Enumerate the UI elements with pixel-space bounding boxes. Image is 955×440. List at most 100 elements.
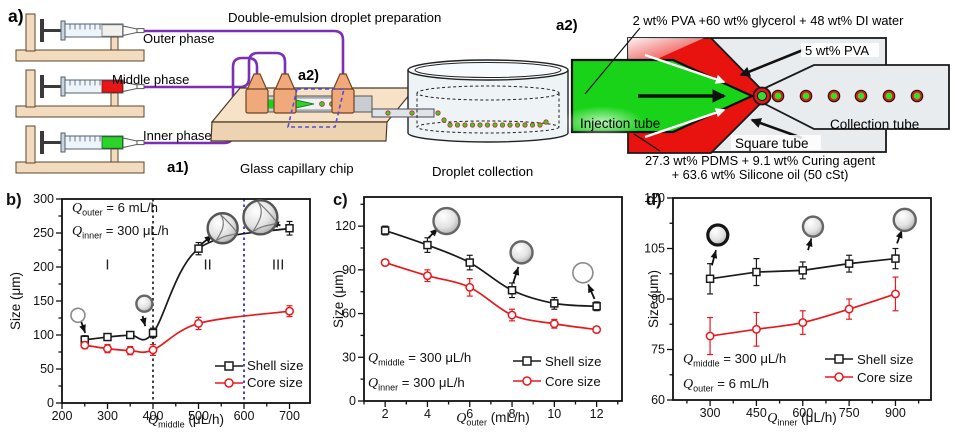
svg-text:4: 4 xyxy=(424,407,431,421)
svg-text:II: II xyxy=(203,257,211,274)
svg-text:200: 200 xyxy=(52,409,73,423)
svg-text:75: 75 xyxy=(651,343,665,357)
panel-b-label: b) xyxy=(6,191,22,209)
svg-text:105: 105 xyxy=(645,242,665,256)
outer-phase-label: Outer phase xyxy=(143,31,215,46)
svg-text:750: 750 xyxy=(839,406,860,420)
conditions-d: Qmiddle = 300 μL/h Qouter = 6 mL/h xyxy=(683,349,786,398)
diagram-title: Double-emulsion droplet preparation xyxy=(228,10,441,25)
svg-text:120: 120 xyxy=(335,219,356,233)
syringe-pump-outer xyxy=(15,13,145,62)
svg-text:150: 150 xyxy=(33,294,54,308)
svg-text:30: 30 xyxy=(342,350,356,364)
syringe-liquid-inner xyxy=(101,136,123,149)
panel-c-label: c) xyxy=(333,191,348,209)
collection-dish xyxy=(371,59,569,143)
inner-phase-label: Inner phase xyxy=(143,128,212,143)
svg-text:120: 120 xyxy=(645,191,665,205)
core-size-marker xyxy=(512,375,542,387)
condition-line: Qmiddle = 300 μL/h xyxy=(368,350,472,368)
a1-label: a1) xyxy=(167,159,189,176)
middle-flow-arrow-top xyxy=(644,53,726,84)
svg-text:600: 600 xyxy=(234,409,255,423)
syringe-liquid-outer xyxy=(101,24,123,37)
middle-flow-arrow-bottom xyxy=(644,108,726,139)
condition-line: Qmiddle = 300 μL/h xyxy=(683,351,787,369)
svg-text:100: 100 xyxy=(33,328,54,342)
core-size-marker xyxy=(214,377,244,389)
square-tube-label: Square tube xyxy=(735,136,809,151)
forming-droplet xyxy=(757,91,767,101)
legend-b: Shell size Core size xyxy=(214,357,303,391)
plot-canvas-d: 300 450 600 750 900 60 75 90 105 120 xyxy=(645,191,932,420)
svg-text:700: 700 xyxy=(279,409,300,423)
outer-flow-arrow-top xyxy=(739,48,804,77)
condition-line: Qinner = 300 μL/h xyxy=(368,374,465,393)
legend-c: Shell size Core size xyxy=(512,351,601,391)
svg-text:600: 600 xyxy=(792,406,813,420)
svg-text:60: 60 xyxy=(651,393,665,407)
svg-text:8: 8 xyxy=(509,407,516,421)
svg-text:200: 200 xyxy=(33,260,54,274)
double-emulsion-droplets xyxy=(771,89,924,103)
panel-a-label: a) xyxy=(8,6,24,26)
panel-a2-label: a2) xyxy=(556,17,578,34)
legend-item-core: Core size xyxy=(824,368,913,386)
x-axis-label-c: Qouter (mL/h) xyxy=(456,410,530,428)
svg-text:450: 450 xyxy=(746,406,767,420)
chip-caption: Glass capillary chip xyxy=(240,161,354,176)
svg-text:6: 6 xyxy=(466,407,473,421)
conditions-c: Qmiddle = 300 μL/h Qinner = 300 μL/h xyxy=(368,348,471,397)
y-axis-label-c: Size (μm) xyxy=(331,269,346,329)
collection-tube-label: Collection tube xyxy=(830,117,919,132)
capillary-chip xyxy=(210,73,417,142)
svg-text:0: 0 xyxy=(47,396,54,410)
condition-line: Qouter = 6 mL/h xyxy=(683,375,769,394)
svg-text:60: 60 xyxy=(342,307,356,321)
svg-text:300: 300 xyxy=(700,406,721,420)
legend-item-shell: Shell size xyxy=(214,357,303,374)
outer-fluid-label: 5 wt% PVA xyxy=(805,43,869,58)
a2-zoom-outline xyxy=(286,88,346,128)
middle-fluid-composition-2: + 63.6 wt% Silicone oil (50 cSt) xyxy=(672,167,849,182)
outlet-tube xyxy=(371,108,435,118)
core-size-marker xyxy=(824,371,854,383)
injection-tube-label: Injection tube xyxy=(580,116,660,131)
shell-size-marker xyxy=(214,360,244,372)
svg-text:400: 400 xyxy=(143,409,164,423)
leader-middle-fluid xyxy=(633,133,661,152)
svg-text:90: 90 xyxy=(651,292,665,306)
condition-line: Qouter = 6 mL/h xyxy=(72,200,158,218)
svg-text:300: 300 xyxy=(97,409,118,423)
svg-text:2: 2 xyxy=(382,407,389,421)
tube-outer-phase xyxy=(142,29,345,88)
middle-phase-label: Middle phase xyxy=(112,72,189,87)
svg-text:500: 500 xyxy=(188,409,209,423)
panel-b-chart: b) I II III 200 300 400 500 600 700 0 50 100 150 200 2… xyxy=(0,185,332,440)
shell-size-marker xyxy=(824,353,854,365)
panel-d-label: d) xyxy=(646,191,662,209)
a2-marker-label: a2) xyxy=(298,68,319,84)
svg-text:250: 250 xyxy=(33,226,54,240)
panel-c-chart: c) 2 4 6 8 10 12 0 30 60 90 120 Size (μm) Qouter (… xyxy=(331,185,645,440)
a2-schematic xyxy=(560,27,950,154)
legend-item-core: Core size xyxy=(512,371,601,391)
legend-item-shell: Shell size xyxy=(512,351,601,371)
legend-d: Shell size Core size xyxy=(824,350,913,386)
svg-text:III: III xyxy=(272,257,285,274)
dish-droplets xyxy=(435,110,549,128)
svg-text:10: 10 xyxy=(547,407,561,421)
dish-caption: Droplet collection xyxy=(432,164,533,179)
svg-text:12: 12 xyxy=(590,407,604,421)
svg-text:300: 300 xyxy=(33,192,54,206)
svg-text:90: 90 xyxy=(342,263,356,277)
svg-text:I: I xyxy=(105,257,109,274)
syringe-pump-middle xyxy=(15,69,145,118)
syringe-liquid-middle xyxy=(101,80,123,93)
tube-middle-phase xyxy=(142,51,287,89)
conditions-b: Qouter = 6 mL/h Qinner = 300 μL/h xyxy=(72,199,169,244)
schematic-diagram: a) Double-emulsion droplet preparation O… xyxy=(8,6,950,182)
svg-text:900: 900 xyxy=(885,406,906,420)
svg-text:50: 50 xyxy=(40,362,54,376)
